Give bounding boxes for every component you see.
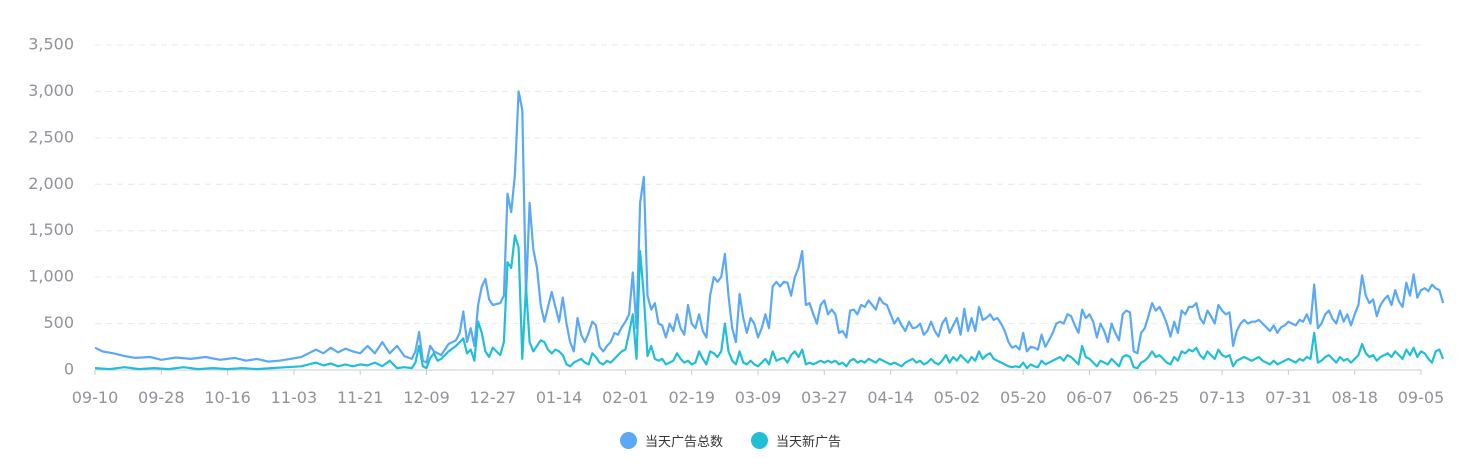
y-tick-label: 2,000 (28, 174, 74, 193)
grid-lines (95, 44, 1421, 325)
legend-item-total[interactable]: 当天广告总数 (619, 431, 723, 450)
series-lines (94, 90, 1445, 371)
x-tick-label: 06-25 (1133, 388, 1180, 407)
legend-label-new: 当天新广告 (776, 435, 842, 450)
x-tick-label: 03-27 (801, 388, 848, 407)
legend-item-new[interactable]: 当天新广告 (751, 431, 841, 450)
x-tick-label: 05-20 (1000, 388, 1047, 407)
x-tick-label: 07-13 (1199, 388, 1246, 407)
legend-label-total: 当天广告总数 (644, 435, 723, 450)
x-tick-label: 08-18 (1331, 388, 1378, 407)
x-tick-label: 01-14 (536, 388, 583, 407)
x-tick-label: 11-21 (337, 388, 384, 407)
x-axis: 09-10 09-28 10-16 11-03 11-21 12-09 12-27 01-14… (72, 369, 1445, 407)
x-tick-label: 07-31 (1265, 388, 1312, 407)
x-tick-label: 10-16 (204, 388, 251, 407)
x-tick-label: 09-28 (138, 388, 185, 407)
x-tick-label: 02-19 (668, 388, 715, 407)
x-tick-label: 03-09 (735, 388, 782, 407)
y-tick-label: 1,000 (28, 267, 74, 286)
x-tick-label: 06-07 (1066, 388, 1113, 407)
x-tick-label: 09-10 (72, 388, 119, 407)
x-tick-label: 05-02 (934, 388, 981, 407)
y-tick-label: 2,500 (28, 127, 74, 146)
y-axis-ticks: 0 500 1,000 1,500 2,000 2,500 3,000 3,500 (28, 35, 74, 379)
x-tick-label: 04-14 (867, 388, 914, 407)
y-tick-label: 0 (64, 360, 74, 379)
legend-dot-new (751, 432, 768, 449)
legend: 当天广告总数 当天新广告 (0, 431, 1461, 450)
x-tick-label: 02-01 (602, 388, 649, 407)
y-tick-label: 500 (43, 313, 74, 332)
x-tick-label: 12-09 (403, 388, 450, 407)
x-tick-label: 09-05 (1398, 388, 1445, 407)
y-tick-label: 3,000 (28, 81, 74, 100)
y-tick-label: 3,500 (28, 35, 74, 54)
series-line-new (94, 234, 1445, 371)
legend-dot-total (619, 432, 637, 449)
x-tick-label: 11-03 (271, 388, 318, 407)
series-line-total (94, 90, 1445, 364)
x-tick-label: 12-27 (470, 388, 517, 407)
y-tick-label: 1,500 (28, 220, 74, 239)
